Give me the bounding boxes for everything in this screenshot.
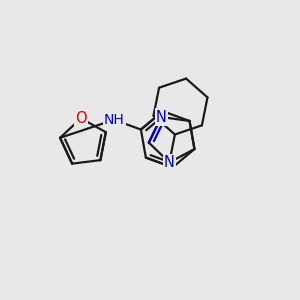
Text: NH: NH: [104, 113, 124, 127]
Text: O: O: [75, 111, 87, 126]
Text: N: N: [164, 155, 175, 170]
Text: N: N: [156, 110, 167, 124]
